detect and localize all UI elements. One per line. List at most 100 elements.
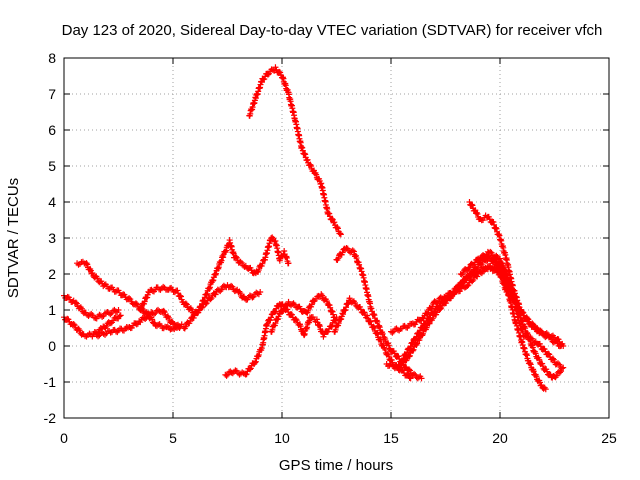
data-point — [544, 368, 551, 375]
data-point — [89, 270, 96, 277]
data-point — [335, 320, 342, 327]
data-point — [418, 375, 425, 382]
data-point — [486, 216, 493, 223]
data-point — [308, 162, 315, 169]
data-point — [133, 321, 140, 328]
data-point — [469, 202, 476, 209]
data-point — [143, 314, 150, 321]
y-tick-label: 8 — [48, 50, 56, 66]
data-point — [160, 283, 167, 290]
data-point — [416, 330, 423, 337]
series-track-9 — [268, 291, 338, 335]
data-point — [276, 311, 283, 318]
series-track-11 — [331, 295, 414, 382]
data-point — [352, 300, 359, 307]
series-track-14 — [398, 262, 510, 364]
data-point — [248, 267, 255, 274]
data-point — [549, 355, 556, 362]
y-tick-label: 1 — [48, 302, 56, 318]
data-point — [477, 255, 484, 262]
grid — [64, 58, 609, 418]
data-point — [542, 386, 549, 393]
series-track-4 — [93, 306, 183, 340]
data-point — [470, 277, 477, 284]
y-tick-label: -1 — [44, 374, 57, 390]
data-point — [403, 349, 410, 356]
x-tick-label: 5 — [169, 430, 177, 446]
data-point — [163, 324, 170, 331]
data-point — [464, 283, 471, 290]
data-point — [207, 296, 214, 303]
series-track-7 — [222, 301, 340, 379]
data-point — [292, 315, 299, 322]
x-tick-label: 25 — [601, 430, 617, 446]
data-point — [97, 330, 104, 337]
data-point — [531, 339, 538, 346]
x-tick-label: 0 — [60, 430, 68, 446]
data-point — [247, 365, 254, 372]
data-point — [367, 318, 374, 325]
data-point — [103, 323, 110, 330]
data-point — [385, 353, 392, 360]
data-point — [331, 314, 338, 321]
data-point — [177, 292, 184, 299]
data-point — [126, 295, 133, 302]
data-point — [422, 320, 429, 327]
data-point — [269, 326, 276, 333]
data-point — [174, 287, 181, 294]
data-point — [329, 322, 336, 329]
data-point — [319, 292, 326, 299]
data-point — [127, 296, 134, 303]
data-point — [370, 323, 377, 330]
data-point — [361, 309, 368, 316]
data-point — [531, 323, 538, 330]
data-point — [88, 310, 95, 317]
data-point — [243, 371, 250, 378]
data-point — [115, 307, 122, 313]
data-point — [332, 326, 339, 333]
data-point — [459, 270, 466, 277]
data-point — [187, 318, 194, 325]
data-point — [465, 282, 472, 289]
data-point — [237, 258, 244, 265]
data-point — [178, 321, 185, 328]
data-point — [117, 312, 124, 319]
data-point — [149, 316, 156, 323]
data-point — [554, 360, 561, 367]
series-track-10 — [333, 244, 425, 382]
data-point — [556, 361, 563, 368]
data-point — [334, 225, 341, 232]
data-point — [558, 365, 565, 372]
data-point — [474, 210, 481, 217]
data-point — [144, 294, 151, 301]
data-point — [469, 278, 476, 285]
data-point — [435, 304, 442, 311]
x-axis-label: GPS time / hours — [279, 457, 393, 474]
series-track-18 — [492, 260, 567, 372]
data-point — [241, 263, 248, 270]
y-tick-label: 3 — [48, 230, 56, 246]
data-point — [218, 286, 225, 293]
data-point — [313, 171, 320, 178]
data-point — [346, 295, 353, 302]
data-point — [233, 254, 240, 261]
data-point — [466, 264, 473, 271]
data-point — [228, 282, 235, 289]
series-track-5 — [137, 282, 264, 318]
data-point — [308, 301, 315, 308]
data-point — [337, 231, 344, 238]
series-track-3 — [74, 258, 185, 333]
series-track-6 — [180, 234, 292, 332]
data-point — [116, 313, 123, 320]
data-point — [436, 303, 443, 310]
data-point — [293, 317, 300, 324]
data-point — [112, 308, 119, 315]
data-point — [395, 353, 402, 360]
y-axis-label: SDTVAR / TECUs — [5, 178, 22, 298]
data-point — [523, 332, 530, 339]
data-point — [337, 230, 344, 237]
data-point — [532, 350, 539, 357]
data-point — [65, 316, 72, 323]
data-point — [183, 301, 190, 308]
data-point — [231, 368, 238, 375]
